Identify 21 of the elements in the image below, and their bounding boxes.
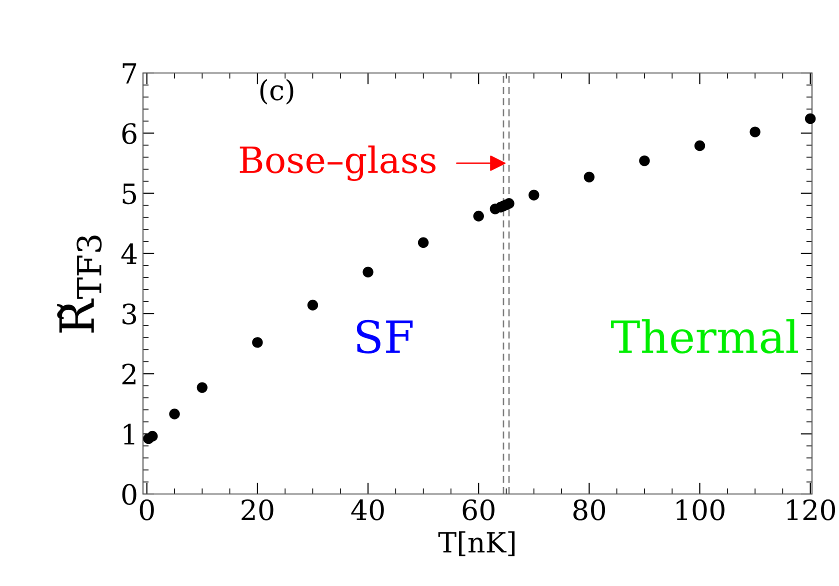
y-tick-label: 1 — [124, 424, 134, 444]
x-tick-label: 40 — [351, 499, 384, 520]
x-tick-label: 20 — [242, 499, 274, 520]
x-axis-title: T[nK] — [438, 531, 515, 556]
x-tick-label: 0 — [140, 499, 154, 520]
annotation: SF — [356, 320, 413, 354]
x-tick-label: 100 — [676, 499, 724, 520]
y-tick-label: 4 — [121, 243, 137, 264]
y-axis-title: R̃$_{TF3}$ — [57, 236, 102, 333]
x-tick-label: 120 — [787, 499, 836, 520]
y-tick-label: 5 — [122, 184, 136, 204]
y-tick-label: 3 — [122, 304, 136, 325]
x-tick-label: 60 — [462, 499, 494, 520]
annotation: Bose–glass — [240, 145, 436, 181]
y-tick-label: 2 — [122, 364, 136, 384]
y-tick-label: 0 — [122, 484, 136, 505]
annotation: (c) — [260, 79, 294, 104]
annotation: Thermal — [611, 319, 798, 354]
y-tick-label: 6 — [122, 123, 136, 144]
y-tick-label: 7 — [122, 63, 136, 84]
x-tick-label: 80 — [573, 499, 606, 520]
